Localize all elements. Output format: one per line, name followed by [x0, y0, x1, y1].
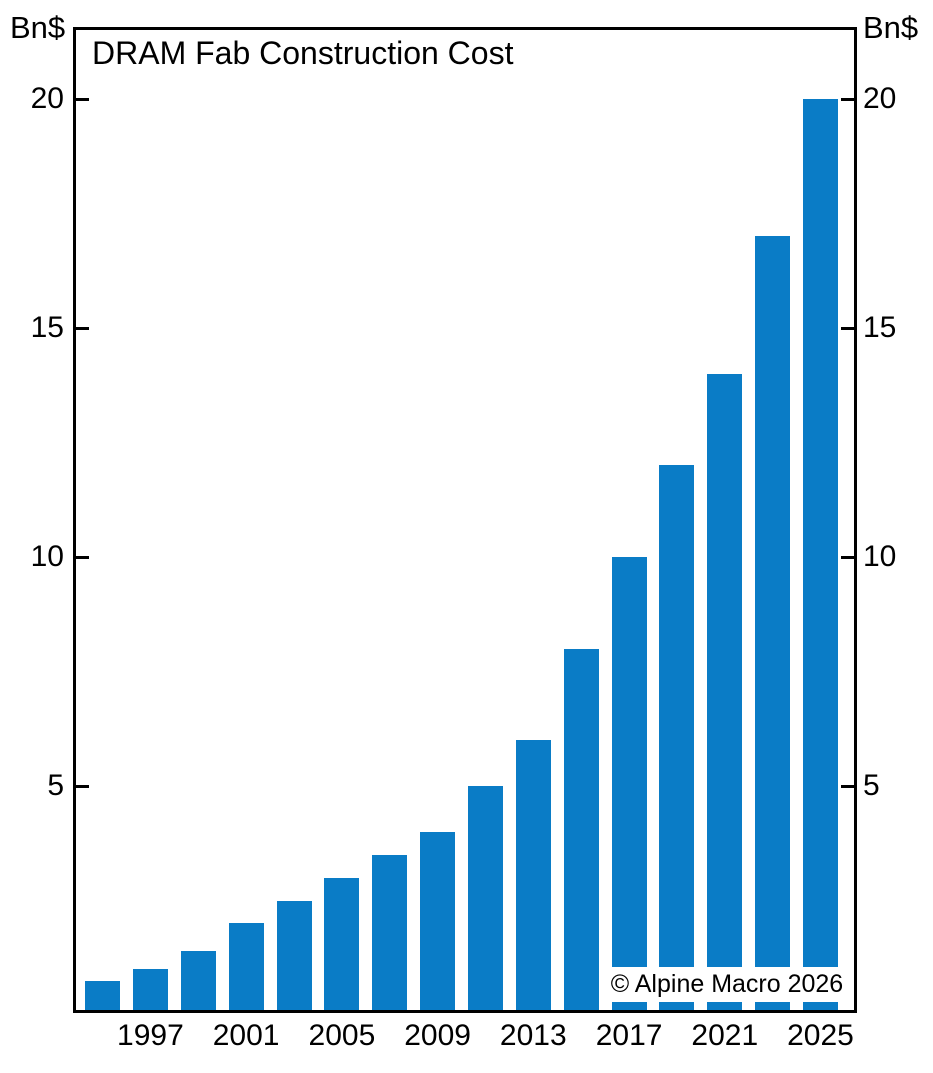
y-axis-unit-left: Bn$ — [10, 10, 66, 45]
bar-2015 — [563, 648, 599, 1010]
copyright-watermark-box: © Alpine Macro 2026 — [600, 967, 854, 1002]
x-tick-label-2013: 2013 — [499, 1019, 567, 1052]
bar-2007 — [372, 854, 408, 1010]
copyright-watermark-text: © Alpine Macro 2026 — [610, 970, 844, 998]
y-tick-label-right-20: 20 — [863, 82, 897, 115]
bar-1997 — [132, 969, 168, 1010]
bar-2025 — [803, 99, 838, 1010]
bar-2019 — [659, 465, 695, 1010]
y-tick-mark-right-20 — [841, 97, 854, 101]
y-tick-mark-left-15 — [76, 326, 89, 330]
x-tick-label-2009: 2009 — [404, 1019, 471, 1052]
y-tick-mark-left-10 — [76, 555, 89, 559]
bar-2005 — [324, 877, 360, 1010]
y-axis-unit-right: Bn$ — [863, 10, 919, 45]
y-tick-label-right-5: 5 — [863, 769, 880, 802]
x-tick-label-2001: 2001 — [212, 1019, 280, 1052]
bar-1999 — [180, 950, 216, 1010]
bar-2013 — [515, 740, 551, 1010]
y-tick-label-left-20: 20 — [30, 82, 64, 115]
bar-2023 — [755, 236, 791, 1010]
y-tick-label-right-15: 15 — [863, 311, 897, 344]
y-tick-mark-right-15 — [841, 326, 854, 330]
bar-2021 — [707, 373, 743, 1010]
y-tick-label-right-10: 10 — [863, 540, 897, 573]
x-tick-label-2021: 2021 — [691, 1019, 759, 1052]
x-tick-label-2005: 2005 — [308, 1019, 376, 1052]
chart-title: DRAM Fab Construction Cost — [92, 35, 514, 71]
bar-2009 — [420, 831, 456, 1010]
bar-2017 — [611, 557, 647, 1010]
x-tick-label-2017: 2017 — [595, 1019, 663, 1052]
x-tick-label-1997: 1997 — [117, 1019, 184, 1052]
bar-2003 — [276, 900, 312, 1010]
bar-2001 — [228, 923, 264, 1010]
bar-1995 — [85, 980, 120, 1010]
y-tick-mark-right-5 — [841, 784, 854, 788]
y-tick-label-left-10: 10 — [30, 540, 64, 573]
y-tick-label-left-15: 15 — [30, 311, 64, 344]
y-tick-mark-left-20 — [76, 97, 89, 101]
y-tick-mark-left-5 — [76, 784, 89, 788]
x-tick-label-2025: 2025 — [787, 1019, 854, 1052]
y-tick-mark-right-10 — [841, 555, 854, 559]
y-tick-label-left-5: 5 — [47, 769, 64, 802]
bar-2011 — [468, 786, 503, 1010]
